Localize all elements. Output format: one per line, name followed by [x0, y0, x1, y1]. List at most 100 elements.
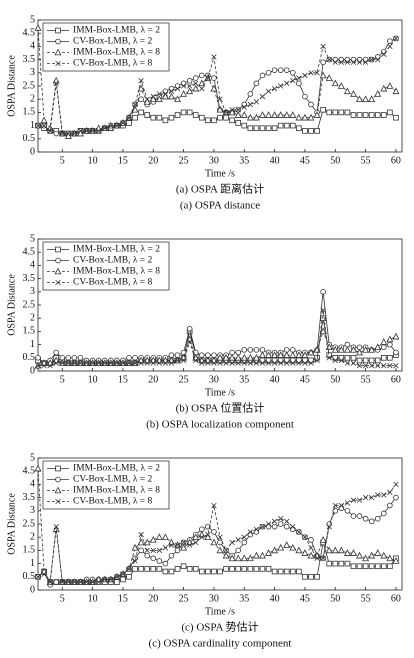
marker-triangle: [265, 111, 272, 118]
marker-triangle: [289, 543, 297, 551]
marker-circle: [271, 67, 278, 73]
marker-square: [229, 117, 235, 124]
marker-triangle: [307, 551, 315, 559]
marker-square: [259, 357, 266, 364]
y-tick-label: 0: [30, 584, 35, 595]
legend-marker: [55, 465, 61, 472]
marker-x: [89, 128, 96, 134]
legend-label: CV-Box-LMB, λ = 8: [73, 278, 153, 288]
y-tick-label: 4: [30, 41, 35, 52]
x-tick-label: 5: [60, 374, 65, 385]
marker-x: [375, 492, 381, 498]
x-tick-label: 10: [88, 374, 98, 385]
x-tick-label: 55: [361, 374, 371, 385]
legend-label: CV-Box-LMB, λ = 8: [73, 497, 153, 507]
marker-x: [241, 360, 247, 366]
marker-square: [277, 357, 284, 364]
marker-x: [308, 70, 314, 76]
marker-triangle: [252, 113, 260, 121]
marker-x: [120, 120, 126, 126]
marker-x: [314, 70, 320, 76]
marker-x: [271, 360, 278, 366]
marker-triangle: [246, 113, 254, 121]
marker-circle: [247, 91, 254, 97]
marker-triangle: [168, 92, 175, 100]
marker-triangle: [265, 351, 272, 358]
marker-circle: [192, 75, 199, 81]
y-tick-label: 4: [30, 260, 35, 271]
marker-x: [186, 83, 193, 89]
marker-square: [387, 563, 393, 570]
marker-x: [193, 357, 199, 364]
y-tick-label: 2.5: [23, 518, 36, 529]
marker-triangle: [307, 113, 315, 121]
marker-triangle: [319, 535, 327, 543]
marker-square: [332, 560, 339, 567]
marker-square: [368, 563, 375, 570]
marker-x: [53, 360, 59, 366]
marker-square: [138, 109, 144, 116]
marker-triangle: [289, 111, 297, 118]
marker-x: [320, 555, 326, 562]
marker-triangle: [325, 74, 333, 81]
marker-x: [199, 360, 205, 366]
marker-x: [296, 529, 302, 535]
marker-triangle: [343, 346, 351, 353]
marker-circle: [247, 347, 254, 353]
marker-circle: [199, 72, 205, 79]
marker-triangle: [216, 105, 224, 113]
marker-x: [211, 360, 217, 366]
marker-square: [223, 566, 229, 572]
marker-square: [144, 566, 151, 572]
marker-square: [126, 120, 132, 126]
marker-circle: [259, 72, 266, 79]
marker-circle: [174, 547, 181, 554]
legend-marker: [54, 48, 62, 56]
marker-triangle: [40, 116, 48, 124]
marker-x: [356, 363, 363, 369]
x-tick-label: 60: [391, 155, 401, 166]
marker-x: [338, 502, 345, 509]
marker-triangle: [77, 129, 84, 137]
x-tick-label: 50: [330, 155, 340, 166]
marker-circle: [320, 59, 326, 66]
marker-triangle: [180, 90, 188, 97]
marker-x: [35, 122, 41, 129]
marker-triangle: [234, 554, 242, 562]
marker-square: [217, 568, 223, 575]
x-tick-label: 25: [179, 155, 189, 166]
marker-x: [193, 80, 199, 87]
marker-x: [235, 360, 241, 366]
marker-square: [265, 357, 272, 364]
marker-triangle: [240, 111, 248, 118]
marker-x: [53, 80, 59, 87]
marker-square: [265, 125, 272, 132]
y-tick-label: 3.5: [23, 54, 36, 65]
marker-x: [108, 360, 114, 366]
y-tick-label: 1.5: [23, 545, 36, 556]
marker-triangle: [143, 97, 151, 105]
marker-x: [144, 96, 150, 102]
marker-x: [229, 360, 235, 366]
marker-x: [186, 542, 193, 548]
marker-x: [229, 539, 235, 546]
marker-x: [381, 363, 387, 369]
marker-triangle: [155, 95, 163, 102]
marker-x: [368, 494, 375, 501]
marker-x: [83, 128, 90, 134]
marker-x: [350, 497, 357, 503]
marker-square: [138, 566, 144, 572]
marker-square: [198, 114, 205, 121]
marker-triangle: [368, 551, 376, 559]
marker-circle: [338, 56, 345, 63]
marker-square: [289, 357, 296, 364]
marker-triangle: [271, 546, 279, 554]
marker-circle: [168, 85, 175, 92]
marker-square: [114, 579, 120, 585]
marker-x: [290, 360, 296, 366]
marker-triangle: [265, 549, 272, 556]
marker-x: [320, 307, 326, 313]
legend-marker: [54, 267, 62, 275]
marker-x: [332, 357, 338, 364]
